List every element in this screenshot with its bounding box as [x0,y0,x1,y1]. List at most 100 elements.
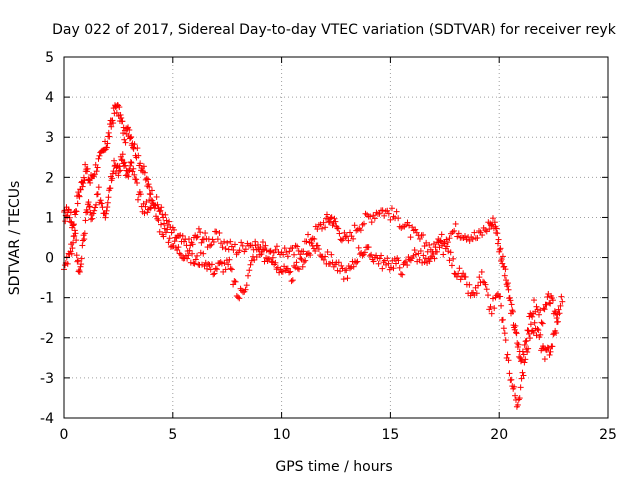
data-point [103,207,110,214]
grid [64,57,608,418]
data-point [97,197,104,204]
data-point [446,257,453,264]
data-point [557,302,564,309]
data-point [214,236,221,243]
data-point [193,234,200,241]
data-point [109,175,116,182]
data-point [379,265,386,272]
data-point [107,121,114,128]
data-point [77,263,84,270]
data-point [127,159,134,166]
data-point [273,243,280,250]
data-point [493,225,500,232]
data-point [497,293,504,300]
data-point [497,245,504,252]
data-point [116,168,123,175]
data-point [370,258,377,265]
data-point [127,134,134,141]
data-point [503,277,510,284]
data-point [537,331,544,338]
data-point [210,238,217,245]
data-point [267,248,274,255]
data-point [227,265,234,272]
data-point [474,234,481,241]
data-point [208,261,215,268]
data-point [443,243,450,250]
data-point [95,155,102,162]
data-point [217,240,224,247]
data-point [67,218,74,225]
data-point [91,207,98,214]
data-point [376,210,383,217]
data-point [189,241,196,248]
data-point [491,219,498,226]
data-point [242,286,249,293]
y-axis-label: SDTVAR / TECUs [7,181,23,296]
data-point [184,255,191,262]
x-tick-label: 25 [599,427,617,443]
data-point [392,260,399,267]
data-point [79,242,86,249]
data-point [79,183,86,190]
data-point [526,330,533,337]
data-point [326,218,333,225]
data-point [341,229,348,236]
data-point [540,305,547,312]
data-point [236,295,243,302]
data-point [539,320,546,327]
data-point [171,226,178,233]
data-point [166,218,173,225]
data-point [272,259,279,266]
x-tick-label: 20 [490,427,508,443]
data-point [320,256,327,263]
data-point [78,261,85,268]
data-point [320,219,327,226]
data-point [371,215,378,222]
data-point [521,341,528,348]
data-point [194,233,201,240]
data-point [531,297,538,304]
data-point [130,144,137,151]
data-point [141,210,148,217]
data-point [559,298,566,305]
data-point [378,252,385,259]
data-point [189,250,196,257]
data-point [344,275,351,282]
data-point [177,251,184,258]
data-point [102,210,109,217]
data-point [554,318,561,325]
data-point [535,311,542,318]
data-point [294,265,301,272]
y-tick-label: -3 [40,371,54,387]
data-point [384,255,391,262]
data-point [70,239,77,246]
data-point [146,183,153,190]
x-axis-label: GPS time / hours [275,459,392,475]
data-point [494,230,501,237]
data-point [525,345,532,352]
data-point [224,239,231,246]
data-point [387,216,394,223]
data-point [500,325,507,332]
data-point [117,167,124,174]
data-point [291,262,298,269]
data-point [231,278,238,285]
data-point [93,168,100,175]
data-point [506,370,513,377]
data-point [456,265,463,272]
data-point [416,235,423,242]
data-point [499,316,506,323]
data-point [486,226,493,233]
data-point [476,274,483,281]
data-point [359,252,366,259]
data-point [242,246,249,253]
data-point [236,247,243,254]
data-point [438,231,445,238]
data-point [162,211,169,218]
data-point [345,237,352,244]
data-point [335,259,342,266]
data-point [74,200,81,207]
data-point [212,265,219,272]
data-point [417,247,424,254]
data-point [257,244,264,251]
